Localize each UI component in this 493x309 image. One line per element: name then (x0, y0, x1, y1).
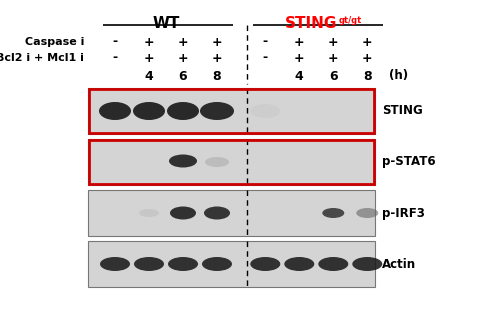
Text: Actin: Actin (382, 257, 416, 270)
Text: 4: 4 (295, 70, 304, 83)
Text: p-IRF3: p-IRF3 (382, 206, 425, 219)
Ellipse shape (322, 208, 344, 218)
Ellipse shape (318, 257, 348, 271)
Text: (h): (h) (389, 70, 408, 83)
Ellipse shape (139, 209, 159, 217)
Text: 8: 8 (212, 70, 221, 83)
Text: gt/gt: gt/gt (338, 16, 361, 25)
Bar (88, 241, 375, 287)
Text: +: + (362, 36, 373, 49)
Bar (88, 88, 375, 134)
Text: -: - (112, 52, 117, 65)
Text: Caspase i: Caspase i (25, 37, 84, 47)
Text: +: + (143, 36, 154, 49)
Ellipse shape (169, 154, 197, 167)
Text: +: + (362, 52, 373, 65)
Text: -: - (263, 36, 268, 49)
Bar (88, 190, 375, 236)
Text: +: + (177, 36, 188, 49)
Bar (89, 140, 374, 184)
Text: +: + (177, 52, 188, 65)
Ellipse shape (99, 102, 131, 120)
Ellipse shape (170, 206, 196, 219)
Ellipse shape (168, 257, 198, 271)
Ellipse shape (205, 157, 229, 167)
Ellipse shape (167, 102, 199, 120)
Bar (89, 89, 374, 133)
Text: 6: 6 (329, 70, 338, 83)
Text: STING: STING (382, 104, 423, 117)
Ellipse shape (200, 102, 234, 120)
Text: STING: STING (285, 16, 338, 31)
Bar (88, 139, 375, 185)
Text: p-STAT6: p-STAT6 (382, 155, 436, 168)
Ellipse shape (133, 102, 165, 120)
Text: 4: 4 (144, 70, 153, 83)
Text: +: + (211, 52, 222, 65)
Ellipse shape (100, 257, 130, 271)
Text: WT: WT (152, 16, 179, 31)
Text: +: + (143, 52, 154, 65)
Ellipse shape (250, 257, 281, 271)
Ellipse shape (204, 206, 230, 219)
Ellipse shape (284, 257, 314, 271)
Text: Bcl2 i + Mcl1 i: Bcl2 i + Mcl1 i (0, 53, 84, 63)
Text: 8: 8 (363, 70, 372, 83)
Ellipse shape (356, 208, 378, 218)
Ellipse shape (134, 257, 164, 271)
Text: -: - (263, 52, 268, 65)
Text: +: + (328, 36, 339, 49)
Text: +: + (294, 52, 305, 65)
Text: +: + (211, 36, 222, 49)
Text: -: - (112, 36, 117, 49)
Ellipse shape (250, 104, 281, 118)
Text: +: + (328, 52, 339, 65)
Ellipse shape (352, 257, 382, 271)
Text: +: + (294, 36, 305, 49)
Ellipse shape (202, 257, 232, 271)
Text: 6: 6 (178, 70, 187, 83)
